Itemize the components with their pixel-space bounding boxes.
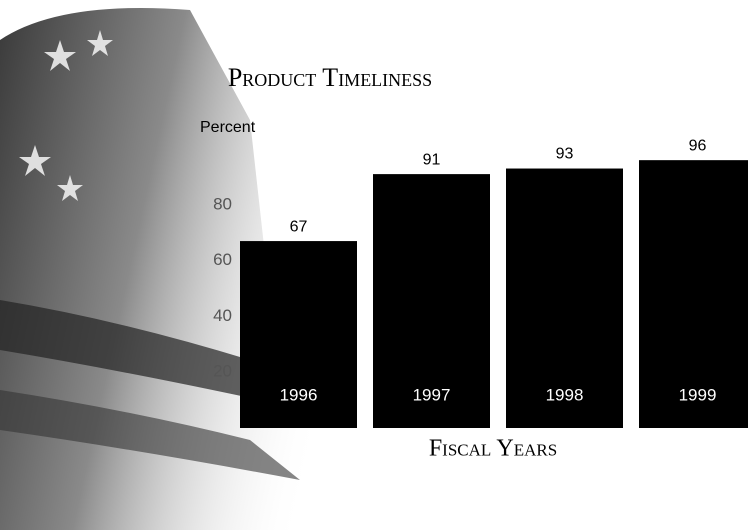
y-tick-label: 80 <box>213 194 232 213</box>
value-label: 93 <box>556 146 574 163</box>
value-label: 67 <box>290 218 308 235</box>
x-tick-label: 1999 <box>679 385 717 404</box>
value-label: 91 <box>423 151 441 168</box>
y-tick-label: 40 <box>213 306 232 325</box>
bar <box>240 241 357 428</box>
value-label: 96 <box>689 137 707 154</box>
bar <box>639 160 748 428</box>
x-tick-label: 1997 <box>413 385 451 404</box>
y-tick-label: 60 <box>213 250 232 269</box>
x-tick-label: 1998 <box>546 385 584 404</box>
x-tick-label: 1996 <box>280 385 318 404</box>
bar <box>373 174 490 428</box>
chart-title: Product Timeliness <box>228 63 432 92</box>
bar <box>506 168 623 428</box>
y-tick-label: 20 <box>213 362 232 381</box>
x-axis-label: Fiscal Years <box>429 436 557 462</box>
y-axis-label: Percent <box>200 119 256 136</box>
